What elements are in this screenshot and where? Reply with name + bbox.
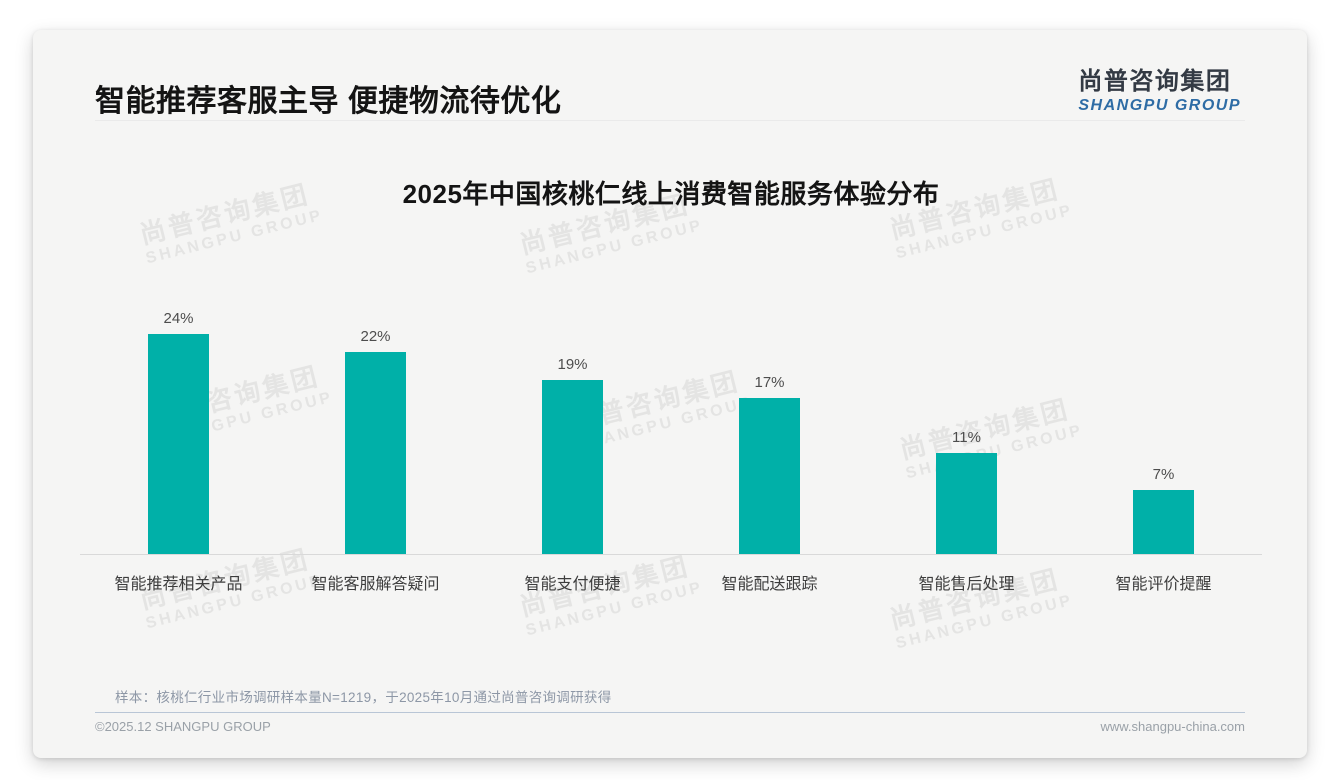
bar-chart: 24% 22% 19% 17% 11% <box>80 285 1262 554</box>
slide-card: 尚普咨询集团 SHANGPU GROUP 尚普咨询集团 SHANGPU GROU… <box>33 30 1307 758</box>
footer-copyright: ©2025.12 SHANGPU GROUP <box>95 719 271 734</box>
category-label: 智能客服解答疑问 <box>311 576 440 593</box>
category-axis: 智能推荐相关产品 智能客服解答疑问 智能支付便捷 智能配送跟踪 智能售后处理 智… <box>80 570 1262 594</box>
footer-website: www.shangpu-china.com <box>1100 719 1245 734</box>
bar <box>148 334 209 554</box>
bar <box>936 453 997 554</box>
bar-group: 22% <box>277 328 474 554</box>
bar-value-label: 19% <box>557 356 588 373</box>
category-label: 智能评价提醒 <box>1115 576 1212 593</box>
category-label: 智能推荐相关产品 <box>114 576 243 593</box>
bar-value-label: 17% <box>754 374 785 391</box>
bar-group: 24% <box>80 310 277 554</box>
logo-chinese-text: 尚普咨询集团 <box>1078 68 1232 95</box>
category-label: 智能支付便捷 <box>524 576 621 593</box>
category-label: 智能配送跟踪 <box>721 576 818 593</box>
bar <box>1133 490 1194 554</box>
bar-value-label: 11% <box>952 429 981 446</box>
bar-group: 11% <box>868 429 1065 554</box>
company-logo: 尚普咨询集团 SHANGPU GROUP <box>1078 68 1241 116</box>
bar-group: 7% <box>1065 466 1262 554</box>
bar <box>739 398 800 554</box>
bar-value-label: 7% <box>1152 466 1175 483</box>
footer-divider <box>95 712 1245 713</box>
bar <box>345 352 406 554</box>
footer: ©2025.12 SHANGPU GROUP www.shangpu-china… <box>95 719 1245 734</box>
chart-title: 2025年中国核桃仁线上消费智能服务体验分布 <box>402 179 940 209</box>
bar-value-label: 22% <box>360 328 391 345</box>
bar-value-label: 24% <box>163 310 194 327</box>
slide-content: 智能推荐客服主导 便捷物流待优化 尚普咨询集团 SHANGPU GROUP 20… <box>33 30 1307 758</box>
bar <box>542 380 603 554</box>
logo-english-text: SHANGPU GROUP <box>1078 97 1241 114</box>
header-divider <box>95 120 1245 121</box>
category-label: 智能售后处理 <box>918 576 1015 593</box>
bar-group: 17% <box>671 374 868 554</box>
x-axis-line <box>80 554 1262 555</box>
bar-group: 19% <box>474 356 671 554</box>
sample-footnote: 样本：核桃仁行业市场调研样本量N=1219，于2025年10月通过尚普咨询调研获… <box>115 690 612 705</box>
page-title: 智能推荐客服主导 便捷物流待优化 <box>95 85 562 118</box>
